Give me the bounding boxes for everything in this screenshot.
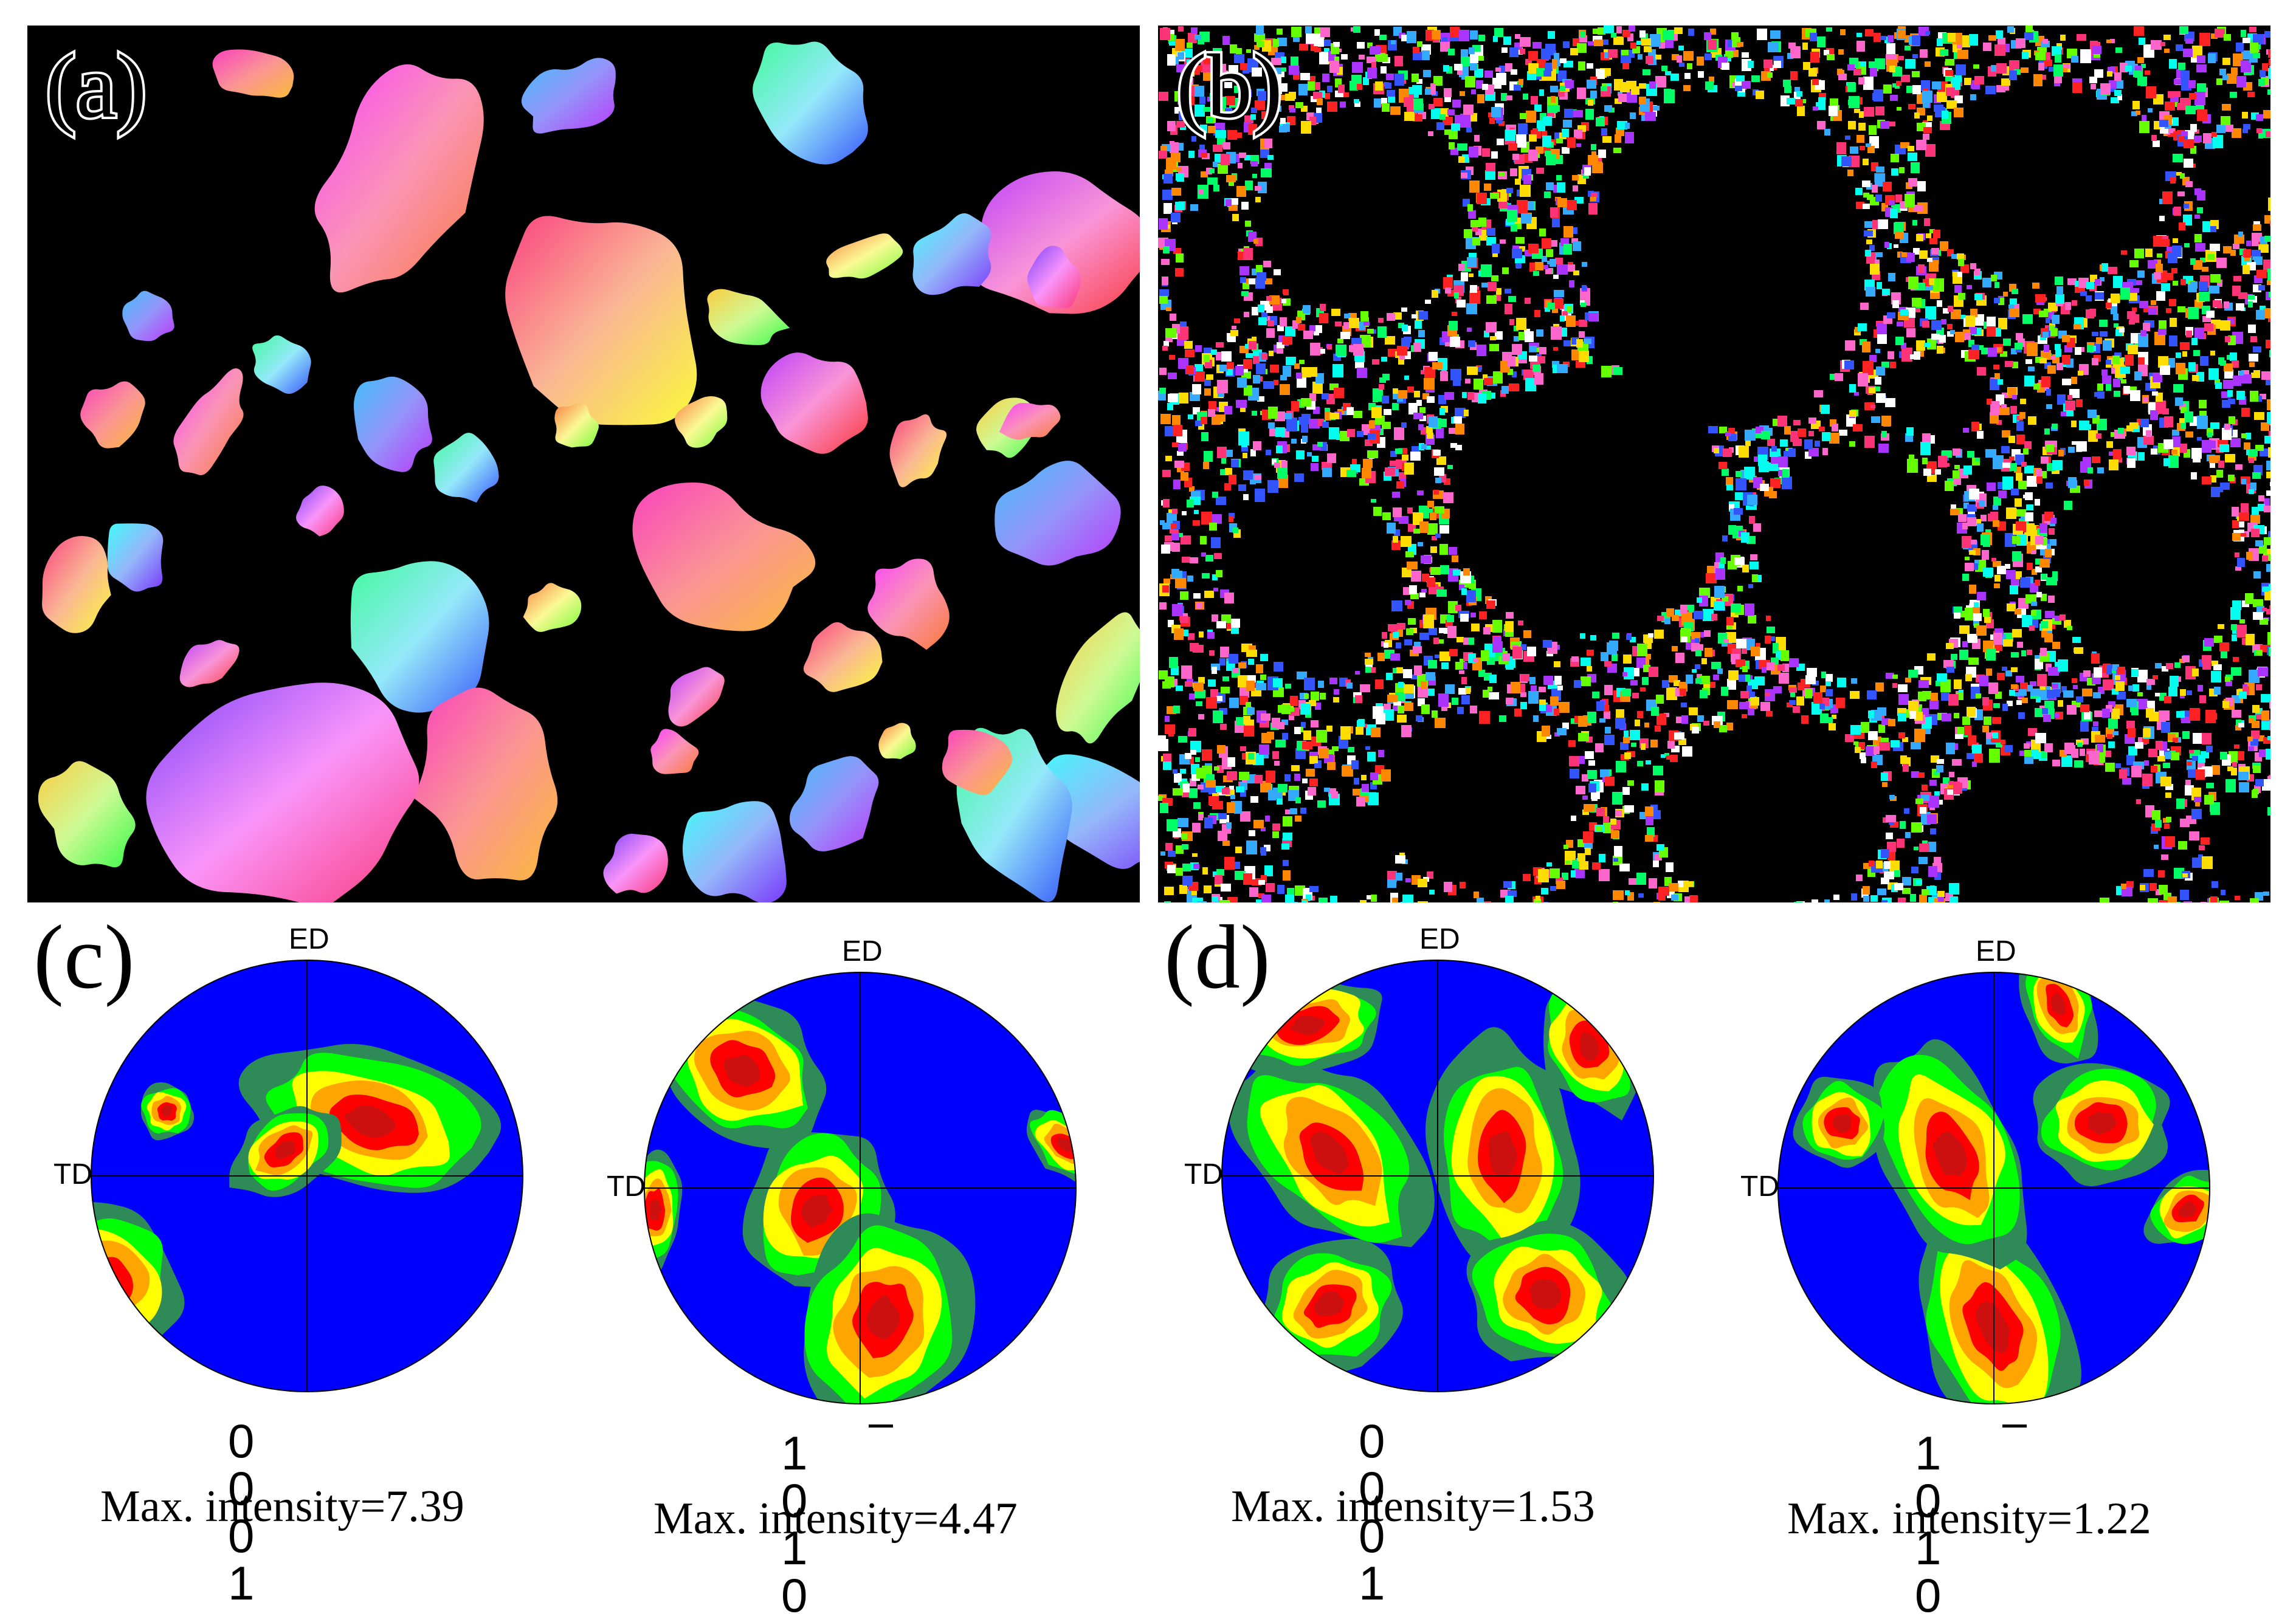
orientation-map-fine-grains [1158, 26, 2270, 902]
grain [603, 834, 667, 894]
grain [683, 801, 787, 902]
grain [867, 558, 949, 650]
grain [122, 291, 174, 342]
grain [42, 536, 111, 633]
plane-index-overbar [869, 1424, 893, 1428]
pole-figure-disc [90, 959, 524, 1393]
grain [523, 583, 582, 632]
grain [315, 64, 484, 292]
td-axis-label: TD [1740, 1172, 1779, 1201]
ed-axis-label: ED [842, 937, 883, 966]
panel-label-a: (a) [46, 41, 147, 132]
grain [433, 433, 498, 503]
grain [146, 682, 419, 902]
pole-figure-disc [1777, 971, 2211, 1405]
grain [804, 622, 883, 692]
grain [650, 729, 698, 774]
intensity-contour [88, 1268, 117, 1303]
grain [414, 687, 557, 880]
grain [890, 414, 947, 487]
ebsd-map-a: (a) [27, 26, 1140, 902]
grain [668, 667, 724, 727]
grain [633, 483, 816, 631]
grain [213, 49, 294, 97]
grain [790, 756, 878, 851]
pole-figure-disc [1221, 959, 1655, 1393]
orientation-map-coarse-grains [27, 26, 1140, 902]
ed-axis-label: ED [1976, 937, 2016, 966]
grain [826, 233, 903, 278]
grain [354, 377, 432, 472]
fine-grain-network [1158, 26, 2270, 902]
max-intensity-caption: Max. intensity=4.47 [653, 1496, 1018, 1541]
td-axis-label: TD [53, 1160, 92, 1189]
grain [913, 213, 991, 295]
grain [522, 58, 616, 133]
pole-figure-disc [643, 971, 1077, 1405]
grain [108, 523, 164, 591]
plane-index-overbar [2002, 1424, 2027, 1428]
max-intensity-caption: Max. intensity=1.22 [1787, 1496, 2151, 1541]
grain [753, 41, 868, 164]
grain [707, 289, 790, 345]
grain [173, 368, 243, 475]
grain [878, 723, 915, 760]
grain [1056, 612, 1140, 743]
ed-axis-label: ED [1419, 925, 1460, 954]
grain [505, 216, 697, 425]
grain [80, 382, 145, 448]
intensity-contour [69, 1256, 133, 1314]
grain [995, 461, 1120, 565]
grain [296, 486, 344, 537]
ed-axis-label: ED [289, 925, 329, 954]
grain [761, 352, 868, 454]
panel-label-b: (b) [1176, 41, 1283, 132]
td-axis-label: TD [607, 1172, 646, 1201]
grain [38, 761, 136, 867]
max-intensity-caption: Max. intensity=7.39 [100, 1484, 464, 1529]
ebsd-map-b: (b) [1158, 26, 2270, 902]
grain [180, 640, 240, 687]
grain [252, 335, 311, 394]
max-intensity-caption: Max. intensity=1.53 [1231, 1484, 1595, 1529]
td-axis-label: TD [1184, 1160, 1223, 1189]
